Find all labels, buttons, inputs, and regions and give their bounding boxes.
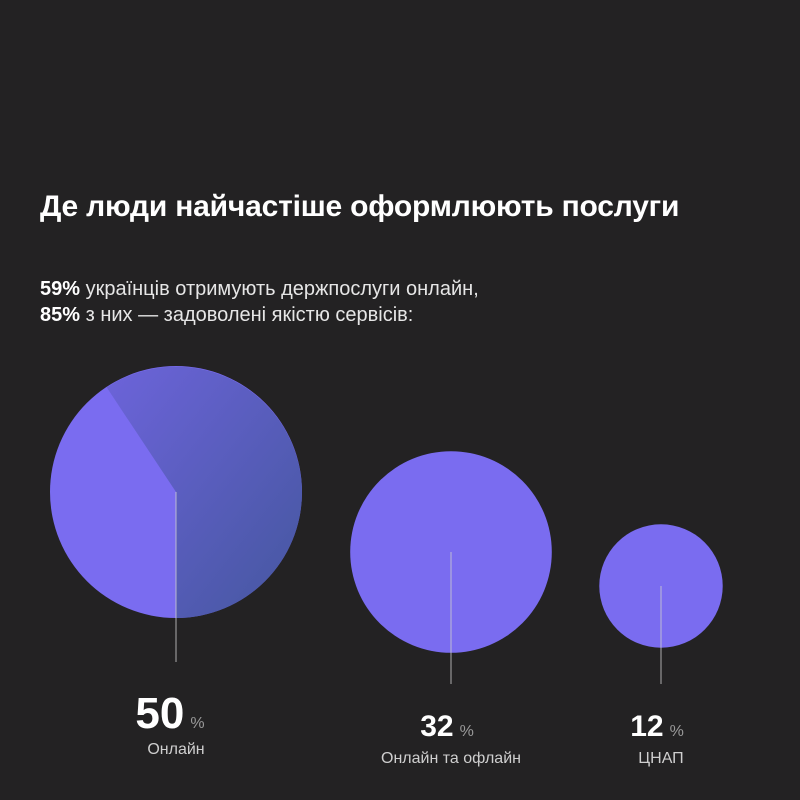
value-label-cnap: 12% [630, 710, 684, 743]
bubbles-group: 50% Онлайн 32% Онлайн та офлайн 12% ЦНАП [50, 366, 723, 767]
value-label-online: 50% [135, 689, 204, 738]
value-number-cnap: 12 [630, 710, 663, 743]
value-unit-cnap: % [670, 723, 684, 740]
value-unit-online-offline: % [460, 723, 474, 740]
value-unit-online: % [190, 715, 204, 732]
category-label-online-offline: Онлайн та офлайн [381, 750, 521, 767]
value-number-online: 50 [135, 689, 184, 738]
value-label-online-offline: 32% [420, 710, 474, 743]
category-label-online: Онлайн [147, 741, 204, 758]
category-label-cnap: ЦНАП [638, 750, 683, 767]
value-number-online-offline: 32 [420, 710, 453, 743]
